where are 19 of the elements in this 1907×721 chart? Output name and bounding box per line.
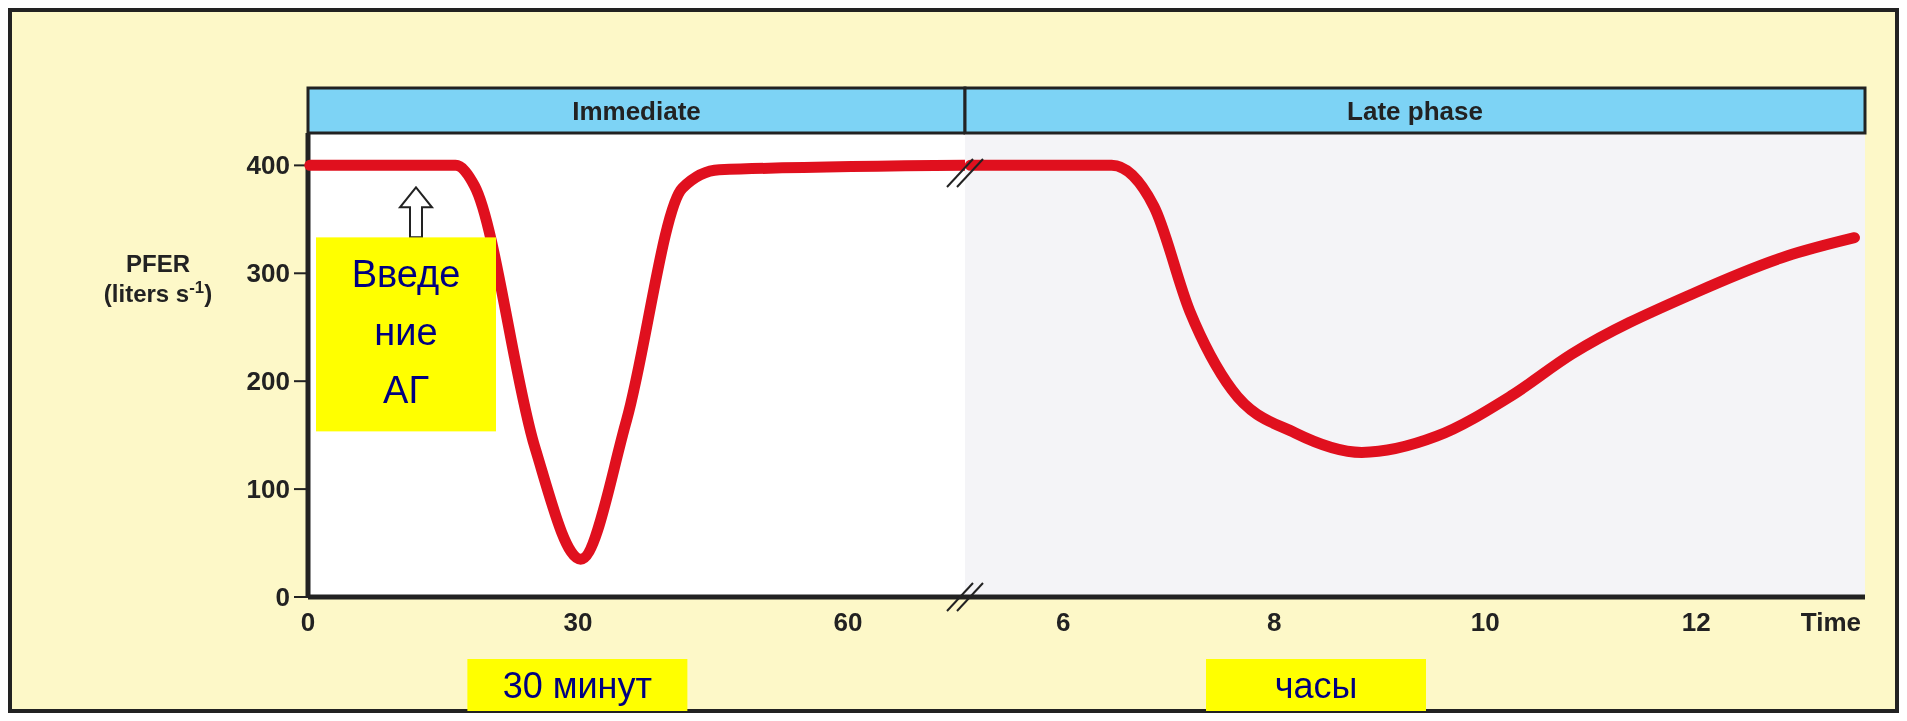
chart-title: Late phase xyxy=(1347,95,1483,126)
y-tick-label: 200 xyxy=(246,366,290,397)
y-tick-label: 300 xyxy=(246,258,290,289)
chart-title: Immediate xyxy=(572,95,701,126)
text: 30 минут xyxy=(502,665,653,706)
y-tick-label: 100 xyxy=(246,474,290,505)
x-tick-label: 60 xyxy=(833,607,863,637)
text: часы xyxy=(1274,665,1358,706)
y-tick-label: 400 xyxy=(246,150,290,181)
x-tick-label: 6 xyxy=(1055,607,1071,637)
x-tick-label: 30 xyxy=(563,607,593,637)
x-axis-title: Time xyxy=(1800,607,1861,637)
annotation: Введе ние АГ xyxy=(351,253,461,412)
x-tick-label: 8 xyxy=(1266,607,1282,637)
y-tick-label: 0 xyxy=(275,582,290,612)
x-tick-label: 10 xyxy=(1470,607,1500,637)
x-tick-label: 12 xyxy=(1681,607,1711,637)
y-axis-title: PFER (liters s$^{-1}$) xyxy=(103,250,213,308)
x-tick-label: 0 xyxy=(300,607,316,637)
